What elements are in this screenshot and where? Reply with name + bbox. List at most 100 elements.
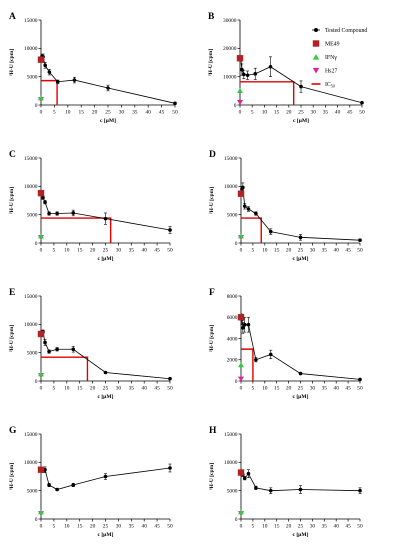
panel-letter: A: [9, 12, 16, 22]
x-tick-label: 50: [359, 110, 365, 116]
tested-compound-point: [268, 488, 273, 493]
hs27-point: [238, 376, 244, 382]
x-tick-label: 30: [310, 524, 316, 530]
ifng-point: [38, 95, 44, 101]
y-axis-title: ³H-U [cpm]: [209, 325, 215, 352]
ic50-line: [240, 81, 295, 105]
x-tick-label: 5: [252, 248, 255, 254]
x-tick-label: 40: [335, 110, 341, 116]
x-tick-label: 15: [274, 110, 280, 116]
x-tick-label: 35: [129, 524, 135, 530]
x-tick-label: 0: [240, 248, 243, 254]
tested-compound-point: [254, 486, 258, 490]
x-tick-label: 0: [40, 386, 43, 392]
tested-compound-point: [246, 471, 251, 476]
legend: Tested Compound ME49 IFNγ Hs27 IC50: [311, 28, 367, 89]
x-tick-label: 10: [262, 248, 268, 254]
x-tick-label: 20: [286, 110, 292, 116]
tested-compound-point: [241, 326, 245, 330]
tested-compound-point: [55, 487, 59, 492]
x-tick-label: 20: [90, 386, 96, 392]
tested-compound-point: [55, 79, 60, 84]
tested-compound-point: [254, 357, 258, 362]
x-tick-label: 35: [129, 386, 135, 392]
ic50-line: [41, 79, 58, 105]
x-tick-label: 30: [311, 110, 317, 116]
panel-f: F 0 2000 4000 6000 8000 0 5 10 15 20 25 30 35 40 45 50 c …: [209, 288, 363, 400]
x-tick-label: 35: [323, 110, 329, 116]
tested-compound-line: [241, 319, 361, 380]
x-tick-label: 15: [274, 524, 280, 530]
tested-compound-point: [168, 466, 172, 470]
x-tick-label: 25: [105, 110, 111, 116]
x-tick-label: 10: [262, 110, 268, 116]
y-tick-label: 5000: [27, 74, 38, 80]
panel-letter: D: [209, 150, 216, 160]
tested-compound-point: [360, 100, 364, 105]
x-tick-label: 0: [239, 110, 242, 116]
x-tick-label: 40: [142, 248, 148, 254]
ic50-line: [41, 217, 112, 243]
panel-h: H 0 5000 10000 15000 0 5 10 15 20 25 30 35 40 45 50 c [µ…: [209, 426, 363, 538]
x-tick-label: 25: [103, 386, 109, 392]
tested-compound-point: [298, 371, 303, 376]
x-tick-label: 30: [310, 248, 316, 254]
legend-label: IFNγ: [325, 55, 337, 61]
x-tick-label: 40: [142, 524, 148, 530]
x-tick-label: 25: [298, 386, 304, 392]
x-tick-label: 45: [345, 248, 351, 254]
x-tick-label: 45: [347, 110, 353, 116]
me49-point: [237, 190, 245, 197]
panel-letter: G: [9, 426, 17, 436]
y-tick-label: 5000: [27, 350, 38, 356]
legend-label: ME49: [325, 42, 340, 48]
x-tick-label: 5: [251, 110, 254, 116]
x-tick-label: 35: [322, 386, 328, 392]
x-axis-title: c [µM]: [292, 256, 308, 262]
x-tick-label: 15: [77, 386, 83, 392]
x-tick-label: 35: [132, 110, 138, 116]
panel-d: D 0 5000 10000 15000 0 5 10 15 20 25 30 35 40 45 50 c [µ…: [209, 150, 363, 262]
tested-compound-point: [43, 340, 47, 345]
x-tick-label: 20: [90, 248, 96, 254]
x-tick-label: 15: [77, 248, 83, 254]
y-tick-label: 6000: [227, 315, 238, 321]
x-tick-label: 15: [77, 524, 83, 530]
x-tick-label: 40: [334, 248, 340, 254]
tested-compound-point: [168, 376, 172, 381]
x-tick-label: 15: [79, 110, 85, 116]
x-axis-title: c [µM]: [97, 394, 113, 400]
x-tick-label: 5: [53, 524, 56, 530]
tested-compound-point: [358, 488, 362, 493]
tested-compound-point: [106, 86, 110, 90]
x-tick-label: 50: [167, 524, 173, 530]
y-tick-label: 10000: [24, 322, 38, 328]
me49-point: [37, 56, 45, 63]
tested-compound-point: [241, 185, 245, 190]
tested-compound-point: [246, 322, 251, 327]
x-tick-label: 50: [357, 386, 363, 392]
y-tick-label: 20000: [223, 46, 237, 52]
ic50-line: [41, 356, 89, 381]
legend-symbol-hs27: [312, 67, 320, 74]
tested-compound-point: [71, 211, 76, 215]
x-tick-label: 10: [64, 386, 70, 392]
x-axis-title: c [µM]: [100, 118, 116, 124]
x-tick-label: 45: [345, 386, 351, 392]
y-tick-label: 5000: [227, 212, 238, 218]
x-tick-label: 20: [90, 524, 96, 530]
y-tick-label: 10000: [223, 74, 237, 80]
panel-letter: C: [9, 150, 16, 160]
x-tick-label: 30: [119, 110, 125, 116]
x-tick-label: 45: [159, 110, 165, 116]
x-tick-label: 5: [252, 386, 255, 392]
y-tick-label: 10000: [224, 184, 238, 190]
tested-compound-point: [71, 483, 76, 487]
ifng-point: [38, 233, 44, 239]
x-tick-label: 25: [298, 248, 304, 254]
tested-compound-point: [242, 72, 246, 77]
me49-point: [237, 469, 245, 476]
x-axis-title: c [µM]: [292, 532, 308, 538]
y-tick-label: 2000: [227, 358, 238, 364]
tested-compound-line: [41, 55, 176, 104]
